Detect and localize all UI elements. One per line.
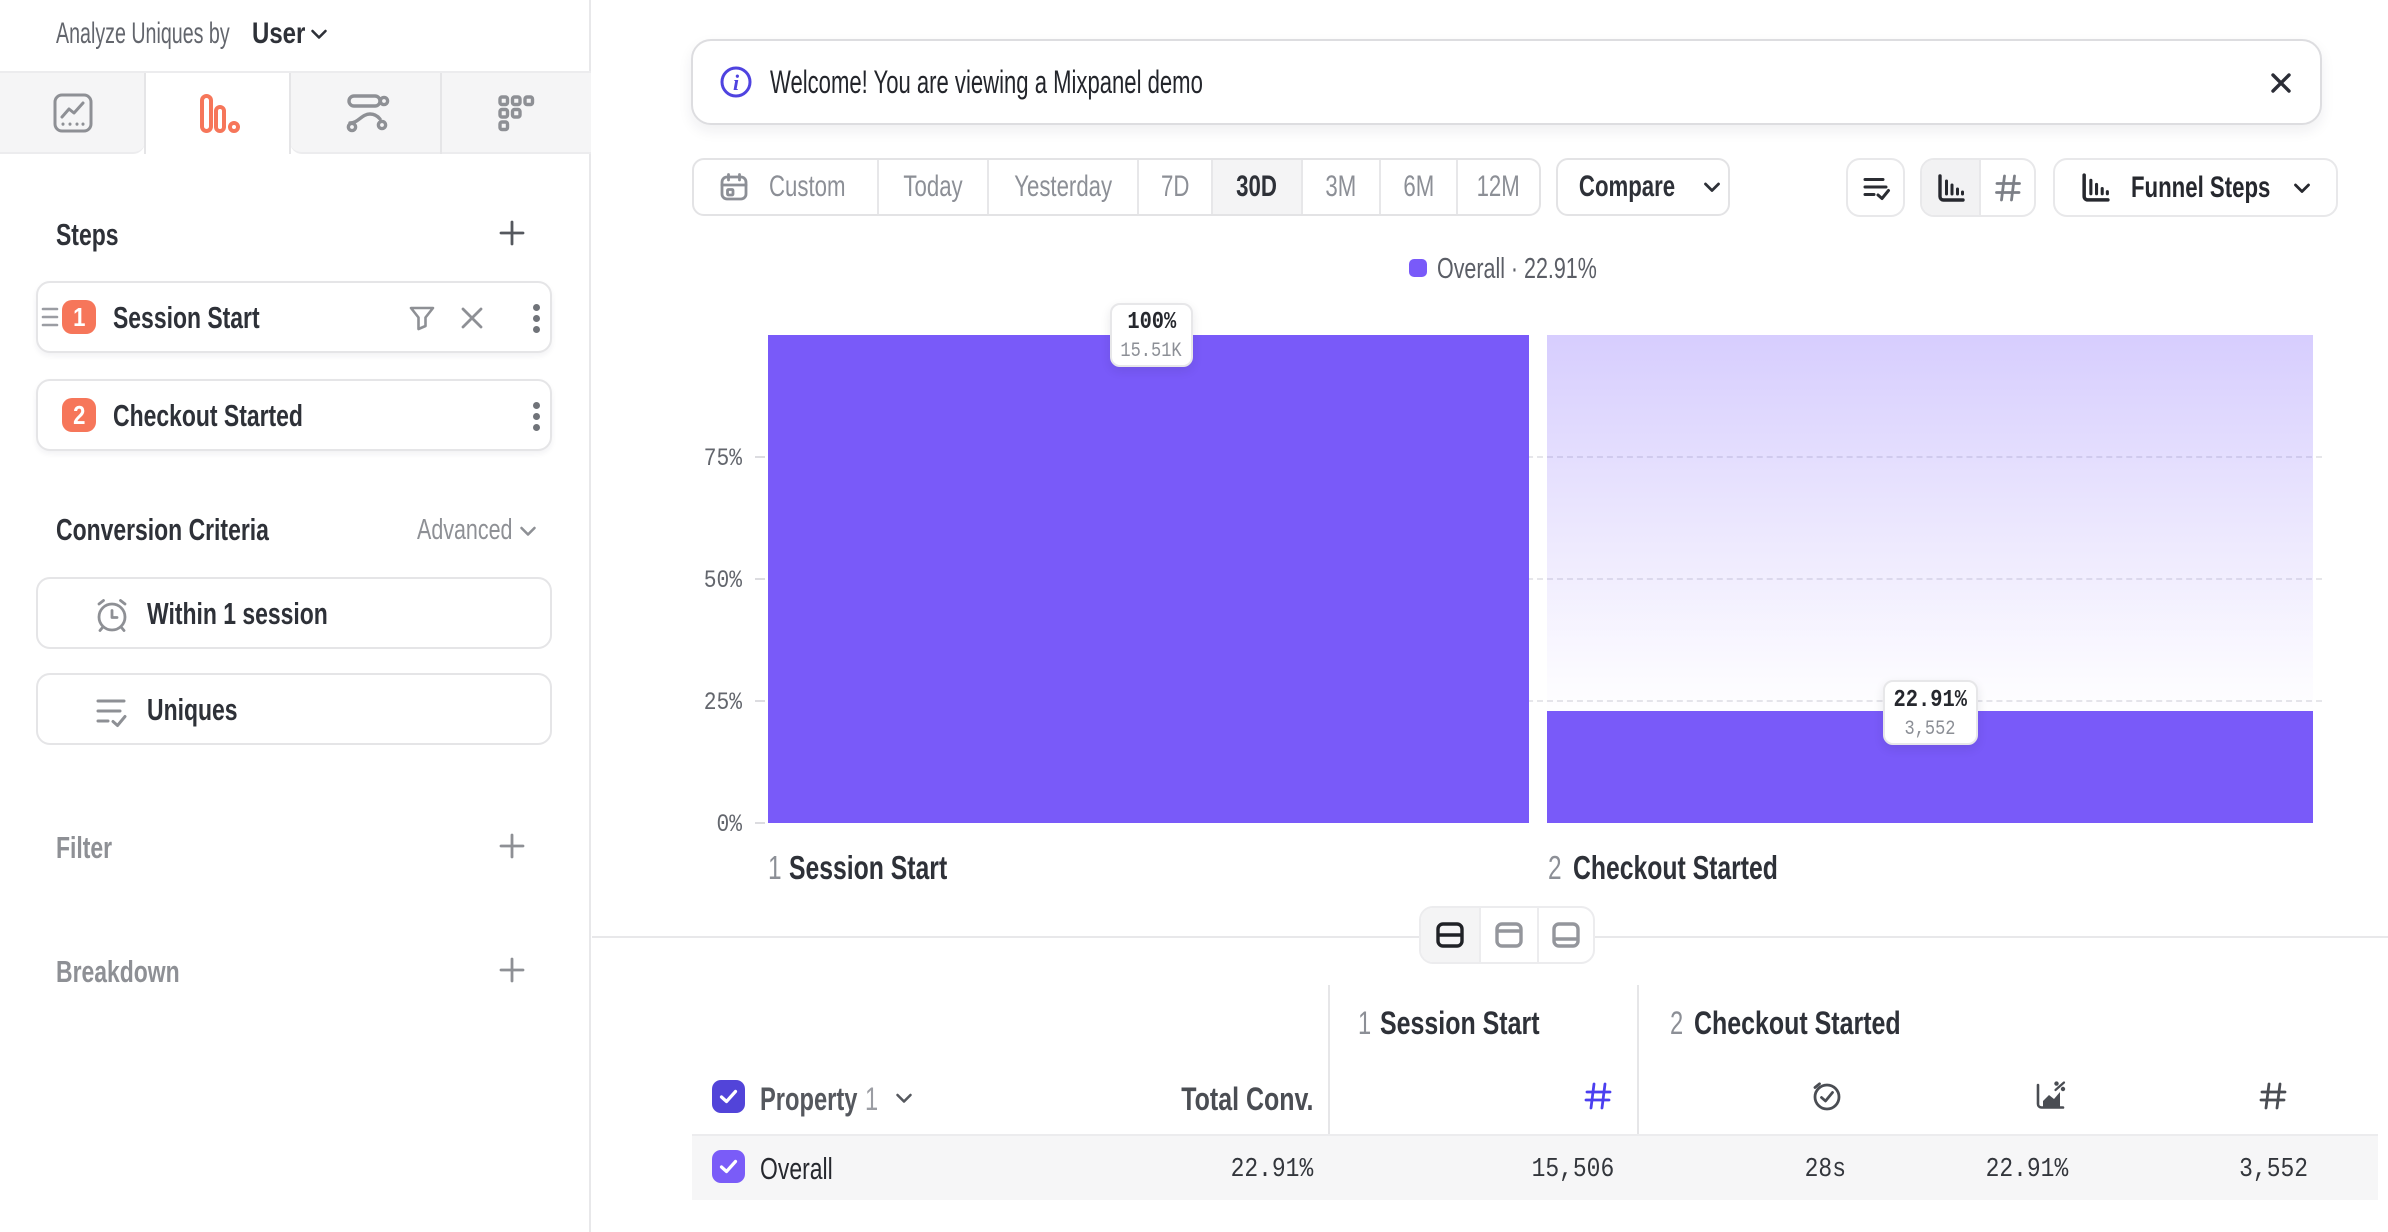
svg-text:i: i bbox=[733, 70, 740, 95]
